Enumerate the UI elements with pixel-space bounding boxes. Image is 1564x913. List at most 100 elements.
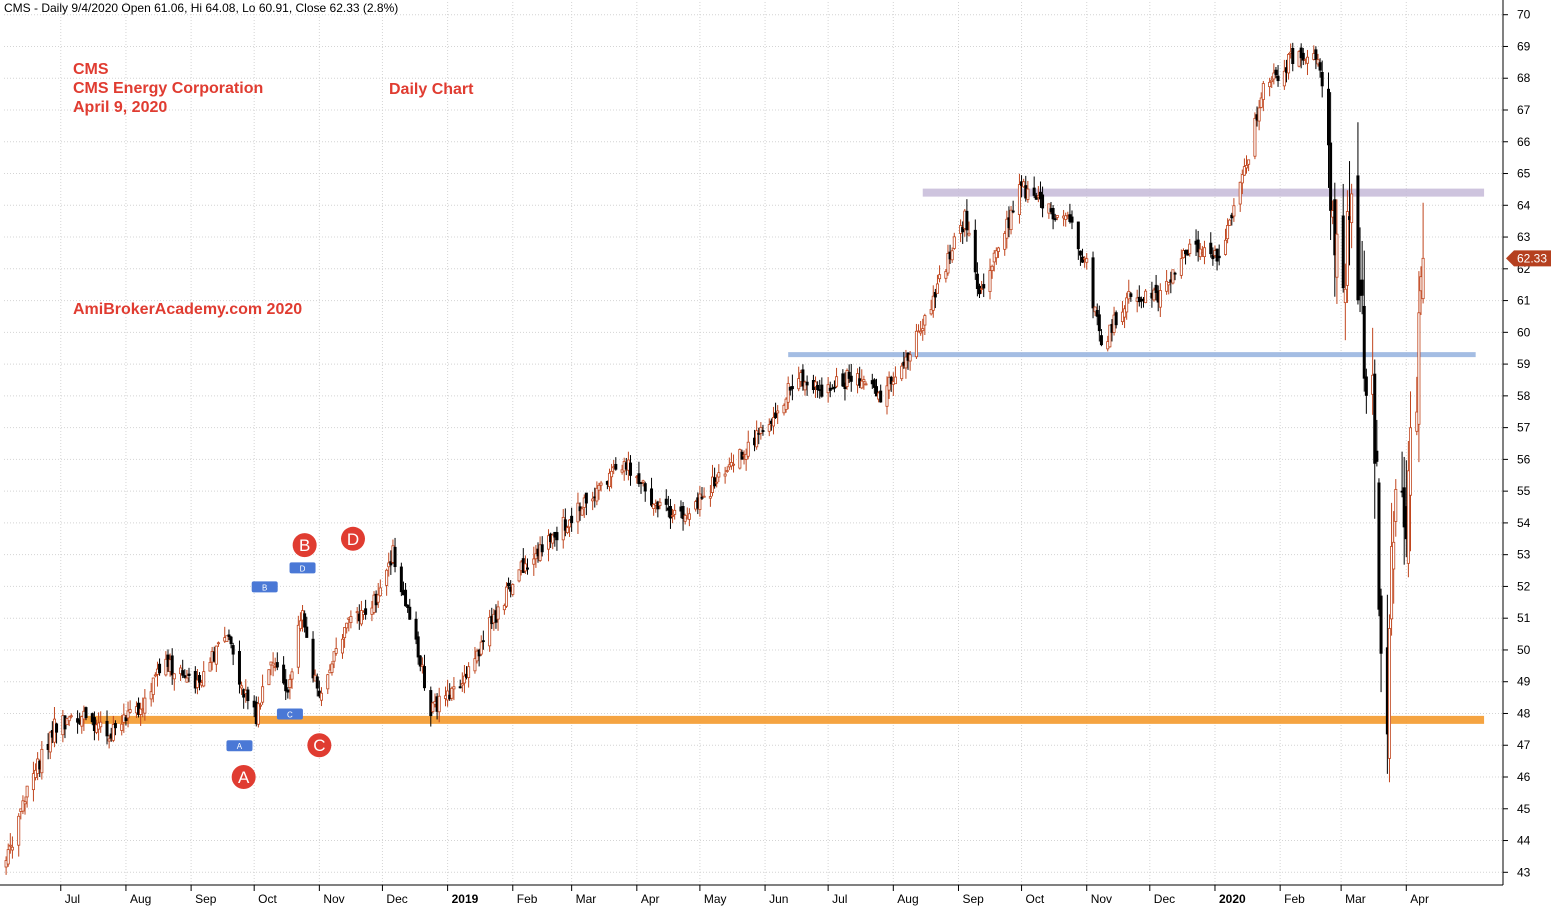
candle	[261, 674, 265, 705]
candle	[532, 546, 536, 576]
grid-layer	[4, 2, 1503, 885]
candle	[1362, 250, 1366, 392]
candle-body	[835, 376, 839, 387]
candle	[576, 492, 580, 534]
candle	[1011, 200, 1015, 214]
candle-body	[431, 702, 435, 713]
candle	[55, 722, 59, 744]
candle	[1173, 271, 1177, 281]
candle-body	[1261, 83, 1265, 100]
x-tick-label: Feb	[517, 892, 538, 906]
candle	[10, 836, 14, 859]
candle	[1055, 214, 1059, 221]
candle-body	[1223, 239, 1227, 255]
candle	[673, 504, 677, 520]
candle-body	[978, 285, 982, 295]
candle-body	[547, 535, 551, 550]
candle-body	[1406, 470, 1410, 564]
candle	[893, 366, 897, 385]
candle	[187, 667, 191, 683]
candle	[231, 642, 235, 666]
candle	[511, 583, 515, 597]
candle-body	[183, 675, 187, 678]
candle-body	[345, 622, 349, 629]
candle-body	[1327, 88, 1331, 146]
candle	[1270, 76, 1274, 88]
candle-body	[1129, 293, 1133, 297]
candle	[92, 711, 96, 741]
candle	[607, 468, 611, 492]
candle-body	[860, 380, 864, 389]
candle-body	[1417, 312, 1421, 425]
candle	[885, 376, 889, 415]
marker-tag-letter: B	[262, 583, 267, 592]
candle-body	[1209, 242, 1213, 255]
candle-body	[227, 634, 231, 638]
candle-body	[185, 677, 189, 683]
candle	[143, 689, 147, 721]
candle-body	[1421, 257, 1425, 300]
markers-layer: A B C D A B C D	[226, 526, 365, 790]
candle	[214, 645, 218, 673]
marker-letter: B	[299, 536, 310, 555]
candle-body	[973, 229, 977, 273]
candle-body	[935, 283, 939, 294]
candle-body	[334, 648, 338, 654]
x-tick-label: Mar	[576, 892, 597, 906]
candle-body	[311, 638, 315, 679]
candle-body	[700, 496, 704, 499]
y-tick-label: 65	[1517, 167, 1531, 181]
candle-body	[1215, 248, 1219, 262]
candle	[1257, 100, 1261, 131]
candle-body	[563, 519, 567, 531]
candle	[641, 479, 645, 487]
candle-body	[668, 505, 672, 519]
candle	[1375, 419, 1379, 467]
candle-body	[1268, 81, 1272, 88]
candle	[1341, 183, 1345, 293]
candle-body	[275, 662, 279, 668]
candle-body	[48, 731, 52, 753]
candle-body	[576, 502, 580, 523]
candle	[139, 702, 143, 726]
candle-body	[975, 273, 979, 289]
candle	[1158, 283, 1162, 318]
candle-body	[414, 618, 418, 640]
y-tick-label: 47	[1517, 738, 1531, 752]
candle	[841, 369, 845, 388]
candle	[639, 481, 643, 494]
candle	[246, 686, 250, 710]
candle	[208, 657, 212, 672]
candle	[805, 375, 809, 396]
candle	[202, 661, 206, 688]
candle-body	[1003, 233, 1007, 250]
marker-b-small: B	[251, 581, 278, 593]
candle	[774, 402, 778, 419]
candle-body	[990, 265, 994, 272]
candle-body	[1095, 309, 1099, 317]
candle-body	[1217, 255, 1221, 259]
candle	[614, 457, 618, 471]
candle-body	[1394, 489, 1398, 522]
candle	[845, 368, 849, 390]
candle	[1226, 218, 1230, 244]
candle	[525, 558, 529, 575]
candle-body	[1154, 284, 1158, 294]
candle	[725, 466, 729, 473]
candle-body	[378, 587, 382, 597]
candle	[713, 467, 717, 489]
candle-body	[946, 253, 950, 274]
x-tick-label: Apr	[641, 892, 660, 906]
candle-body	[237, 651, 241, 685]
candle	[305, 616, 309, 638]
candle	[414, 611, 418, 645]
candle-body	[908, 354, 912, 362]
candle	[1137, 285, 1141, 307]
candle-body	[841, 373, 845, 387]
candle-body	[6, 849, 10, 865]
candle-body	[349, 616, 353, 624]
candle-body	[1350, 193, 1354, 224]
candle-body	[1333, 199, 1337, 256]
candle-body	[340, 638, 344, 654]
candle	[315, 673, 319, 697]
